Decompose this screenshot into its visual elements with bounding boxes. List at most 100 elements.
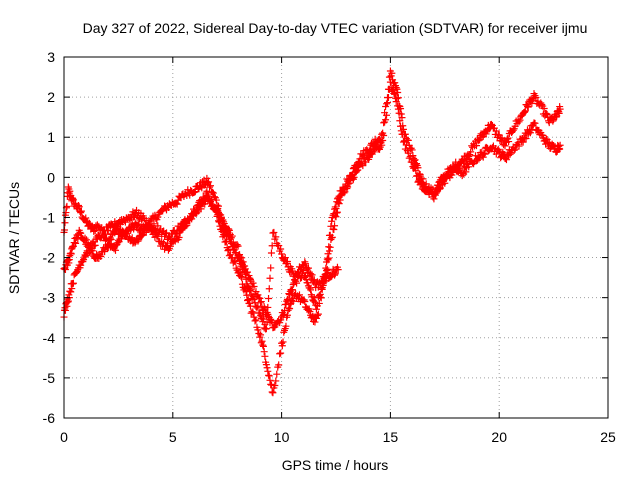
axis-ticks	[63, 56, 609, 419]
data-point	[312, 314, 320, 322]
data-point	[93, 250, 101, 258]
data-point	[405, 154, 413, 162]
data-point	[272, 377, 280, 385]
data-point	[383, 111, 391, 119]
data-point	[487, 120, 495, 128]
data-point	[224, 247, 232, 255]
data-point	[281, 254, 289, 262]
data-point	[310, 297, 318, 305]
data-point	[237, 272, 245, 280]
data-point	[556, 141, 564, 149]
data-point	[81, 234, 89, 242]
data-point	[266, 274, 274, 282]
data-point	[526, 129, 534, 137]
x-tick-label: 25	[600, 429, 616, 445]
data-point	[304, 264, 312, 272]
data-point	[276, 350, 284, 358]
data-point	[400, 137, 408, 145]
data-point	[85, 248, 93, 256]
data-point	[334, 194, 342, 202]
y-tick-label: -4	[43, 330, 56, 346]
data-point	[408, 146, 416, 154]
data-point	[254, 326, 262, 334]
data-point	[154, 232, 162, 240]
data-point	[310, 294, 318, 302]
data-point	[511, 145, 519, 153]
data-point	[389, 85, 397, 93]
y-tick-label: -3	[43, 290, 56, 306]
data-point	[175, 233, 183, 241]
data-point	[494, 145, 502, 153]
data-point	[217, 216, 225, 224]
data-point	[77, 261, 85, 269]
data-point	[408, 158, 416, 166]
data-point	[246, 274, 254, 282]
data-point	[214, 202, 222, 210]
data-point	[481, 150, 489, 158]
data-point	[283, 295, 291, 303]
data-point	[417, 178, 425, 186]
y-tick-label: 2	[47, 89, 55, 105]
data-point	[150, 226, 158, 234]
data-point	[77, 209, 85, 217]
data-point	[98, 233, 106, 241]
data-point	[404, 149, 412, 157]
data-point	[64, 297, 72, 305]
data-point	[505, 138, 513, 146]
data-point	[540, 105, 548, 113]
data-point	[225, 232, 233, 240]
data-point	[475, 155, 483, 163]
data-point	[515, 142, 523, 150]
series-track-c	[60, 192, 342, 333]
data-point	[331, 270, 339, 278]
data-point	[241, 270, 249, 278]
data-point	[514, 139, 522, 147]
x-axis-label: GPS time / hours	[282, 457, 389, 473]
data-point	[166, 242, 174, 250]
data-point	[291, 276, 299, 284]
data-point	[77, 229, 85, 237]
data-point	[253, 304, 261, 312]
data-point	[271, 382, 279, 390]
data-point	[544, 138, 552, 146]
data-point	[208, 188, 216, 196]
data-point	[307, 270, 315, 278]
y-tick-label: -5	[43, 370, 56, 386]
data-point	[515, 118, 523, 126]
data-point	[532, 93, 540, 101]
data-point	[392, 98, 400, 106]
data-point	[516, 116, 524, 124]
data-point	[263, 364, 271, 372]
data-point	[234, 253, 242, 261]
data-point	[382, 116, 390, 124]
data-point	[277, 349, 285, 357]
data-point	[279, 338, 287, 346]
data-point	[257, 331, 265, 339]
y-tick-label: 3	[47, 49, 55, 65]
data-point	[183, 221, 191, 229]
data-point	[133, 221, 141, 229]
data-point	[436, 184, 444, 192]
data-point	[472, 142, 480, 150]
data-point	[106, 234, 114, 242]
data-point	[326, 231, 334, 239]
y-tick-label: -6	[43, 410, 56, 426]
data-point	[267, 249, 275, 257]
data-point	[388, 69, 396, 77]
data-point	[301, 298, 309, 306]
data-point	[396, 117, 404, 125]
data-point	[307, 286, 315, 294]
data-point	[436, 185, 444, 193]
data-point	[427, 188, 435, 196]
data-point	[265, 294, 273, 302]
data-point	[286, 291, 294, 299]
x-tick-label: 5	[169, 429, 177, 445]
data-point	[278, 250, 286, 258]
data-point	[368, 149, 376, 157]
data-point	[104, 244, 112, 252]
data-point	[391, 90, 399, 98]
data-point	[142, 228, 150, 236]
data-point	[549, 117, 557, 125]
x-tick-label: 20	[491, 429, 507, 445]
data-point	[296, 266, 304, 274]
